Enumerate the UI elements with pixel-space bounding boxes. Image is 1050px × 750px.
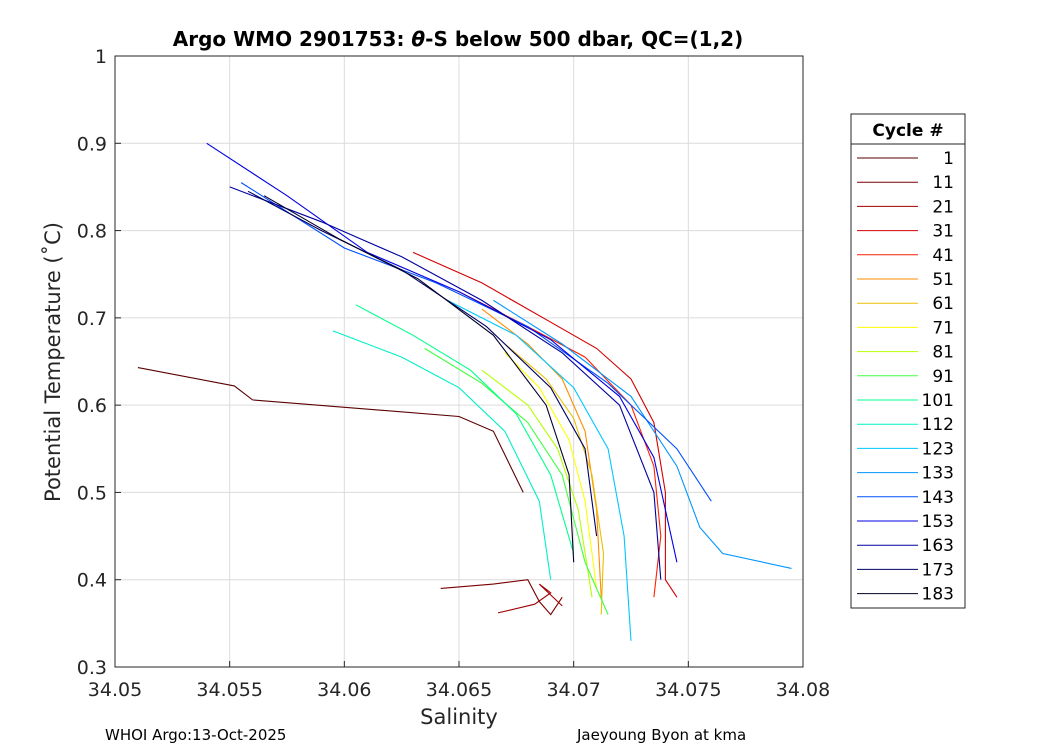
series-line-cycle-133 bbox=[493, 299, 792, 569]
series-line-cycle-183 bbox=[263, 195, 575, 563]
x-tick-label: 34.065 bbox=[426, 679, 492, 701]
series-line-cycle-61 bbox=[504, 343, 605, 615]
legend-label: 183 bbox=[922, 585, 954, 605]
footer-author: Jaeyoung Byon at kma bbox=[576, 726, 746, 744]
legend-entries: 1112131415161718191101112123133143153163… bbox=[857, 149, 954, 605]
data-series bbox=[137, 142, 792, 641]
series-line-cycle-173 bbox=[247, 190, 598, 537]
legend-label: 133 bbox=[922, 464, 954, 484]
legend-label: 41 bbox=[932, 246, 954, 266]
legend-label: 21 bbox=[932, 197, 954, 217]
series-line-cycle-81 bbox=[481, 369, 593, 598]
y-axis-ticks: 0.3 0.4 0.5 0.6 0.7 0.8 0.9 1 bbox=[77, 46, 121, 679]
footer-source: WHOI Argo:13-Oct-2025 bbox=[105, 726, 286, 744]
series-line-cycle-163 bbox=[229, 186, 662, 580]
legend-label: 101 bbox=[922, 391, 954, 411]
legend-box bbox=[850, 113, 966, 609]
x-axis-label: Salinity bbox=[420, 705, 498, 729]
series-line-cycle-91 bbox=[424, 347, 609, 615]
y-tick-label: 1 bbox=[95, 46, 107, 68]
legend: Cycle # 11121314151617181911011121231331… bbox=[850, 113, 966, 609]
x-tick-label: 34.055 bbox=[196, 679, 262, 701]
y-tick-label: 0.6 bbox=[77, 395, 107, 417]
legend-title: Cycle # bbox=[872, 121, 943, 141]
x-tick-label: 34.06 bbox=[317, 679, 371, 701]
y-tick-label: 0.4 bbox=[77, 570, 107, 592]
series-line-cycle-31 bbox=[412, 251, 678, 598]
y-tick-label: 0.8 bbox=[77, 221, 107, 243]
series-line-cycle-1 bbox=[137, 367, 524, 493]
legend-label: 1 bbox=[943, 149, 954, 169]
series-line-cycle-143 bbox=[240, 182, 712, 502]
legend-label: 153 bbox=[922, 512, 954, 532]
series-line-cycle-11 bbox=[440, 579, 563, 616]
series-line-cycle-101 bbox=[355, 304, 575, 554]
series-line-cycle-71 bbox=[504, 352, 598, 589]
legend-label: 71 bbox=[932, 318, 954, 338]
y-tick-label: 0.7 bbox=[77, 308, 107, 330]
legend-label: 61 bbox=[932, 294, 954, 314]
series-line-cycle-21 bbox=[497, 583, 563, 614]
legend-label: 91 bbox=[932, 367, 954, 387]
legend-label: 11 bbox=[932, 173, 954, 193]
y-tick-label: 0.5 bbox=[77, 482, 107, 504]
legend-label: 51 bbox=[932, 270, 954, 290]
legend-label: 123 bbox=[922, 439, 954, 459]
x-tick-label: 34.05 bbox=[88, 679, 142, 701]
series-line-cycle-112 bbox=[332, 330, 552, 580]
legend-label: 173 bbox=[922, 560, 954, 580]
x-tick-label: 34.075 bbox=[655, 679, 721, 701]
legend-label: 31 bbox=[932, 222, 954, 242]
y-tick-label: 0.3 bbox=[77, 657, 107, 679]
legend-label: 163 bbox=[922, 536, 954, 556]
series-line-cycle-123 bbox=[447, 299, 632, 641]
x-tick-label: 34.07 bbox=[546, 679, 600, 701]
y-tick-label: 0.9 bbox=[77, 133, 107, 155]
y-axis-label: Potential Temperature (˚C) bbox=[41, 222, 65, 502]
legend-label: 143 bbox=[922, 488, 954, 508]
x-axis-ticks: 34.05 34.055 34.06 34.065 34.07 34.075 34.08 bbox=[88, 661, 830, 701]
x-tick-label: 34.08 bbox=[776, 679, 830, 701]
legend-label: 112 bbox=[922, 415, 954, 435]
chart-title: Argo WMO 2901753: θ-S below 500 dbar, QC… bbox=[173, 27, 743, 51]
legend-label: 81 bbox=[932, 343, 954, 363]
